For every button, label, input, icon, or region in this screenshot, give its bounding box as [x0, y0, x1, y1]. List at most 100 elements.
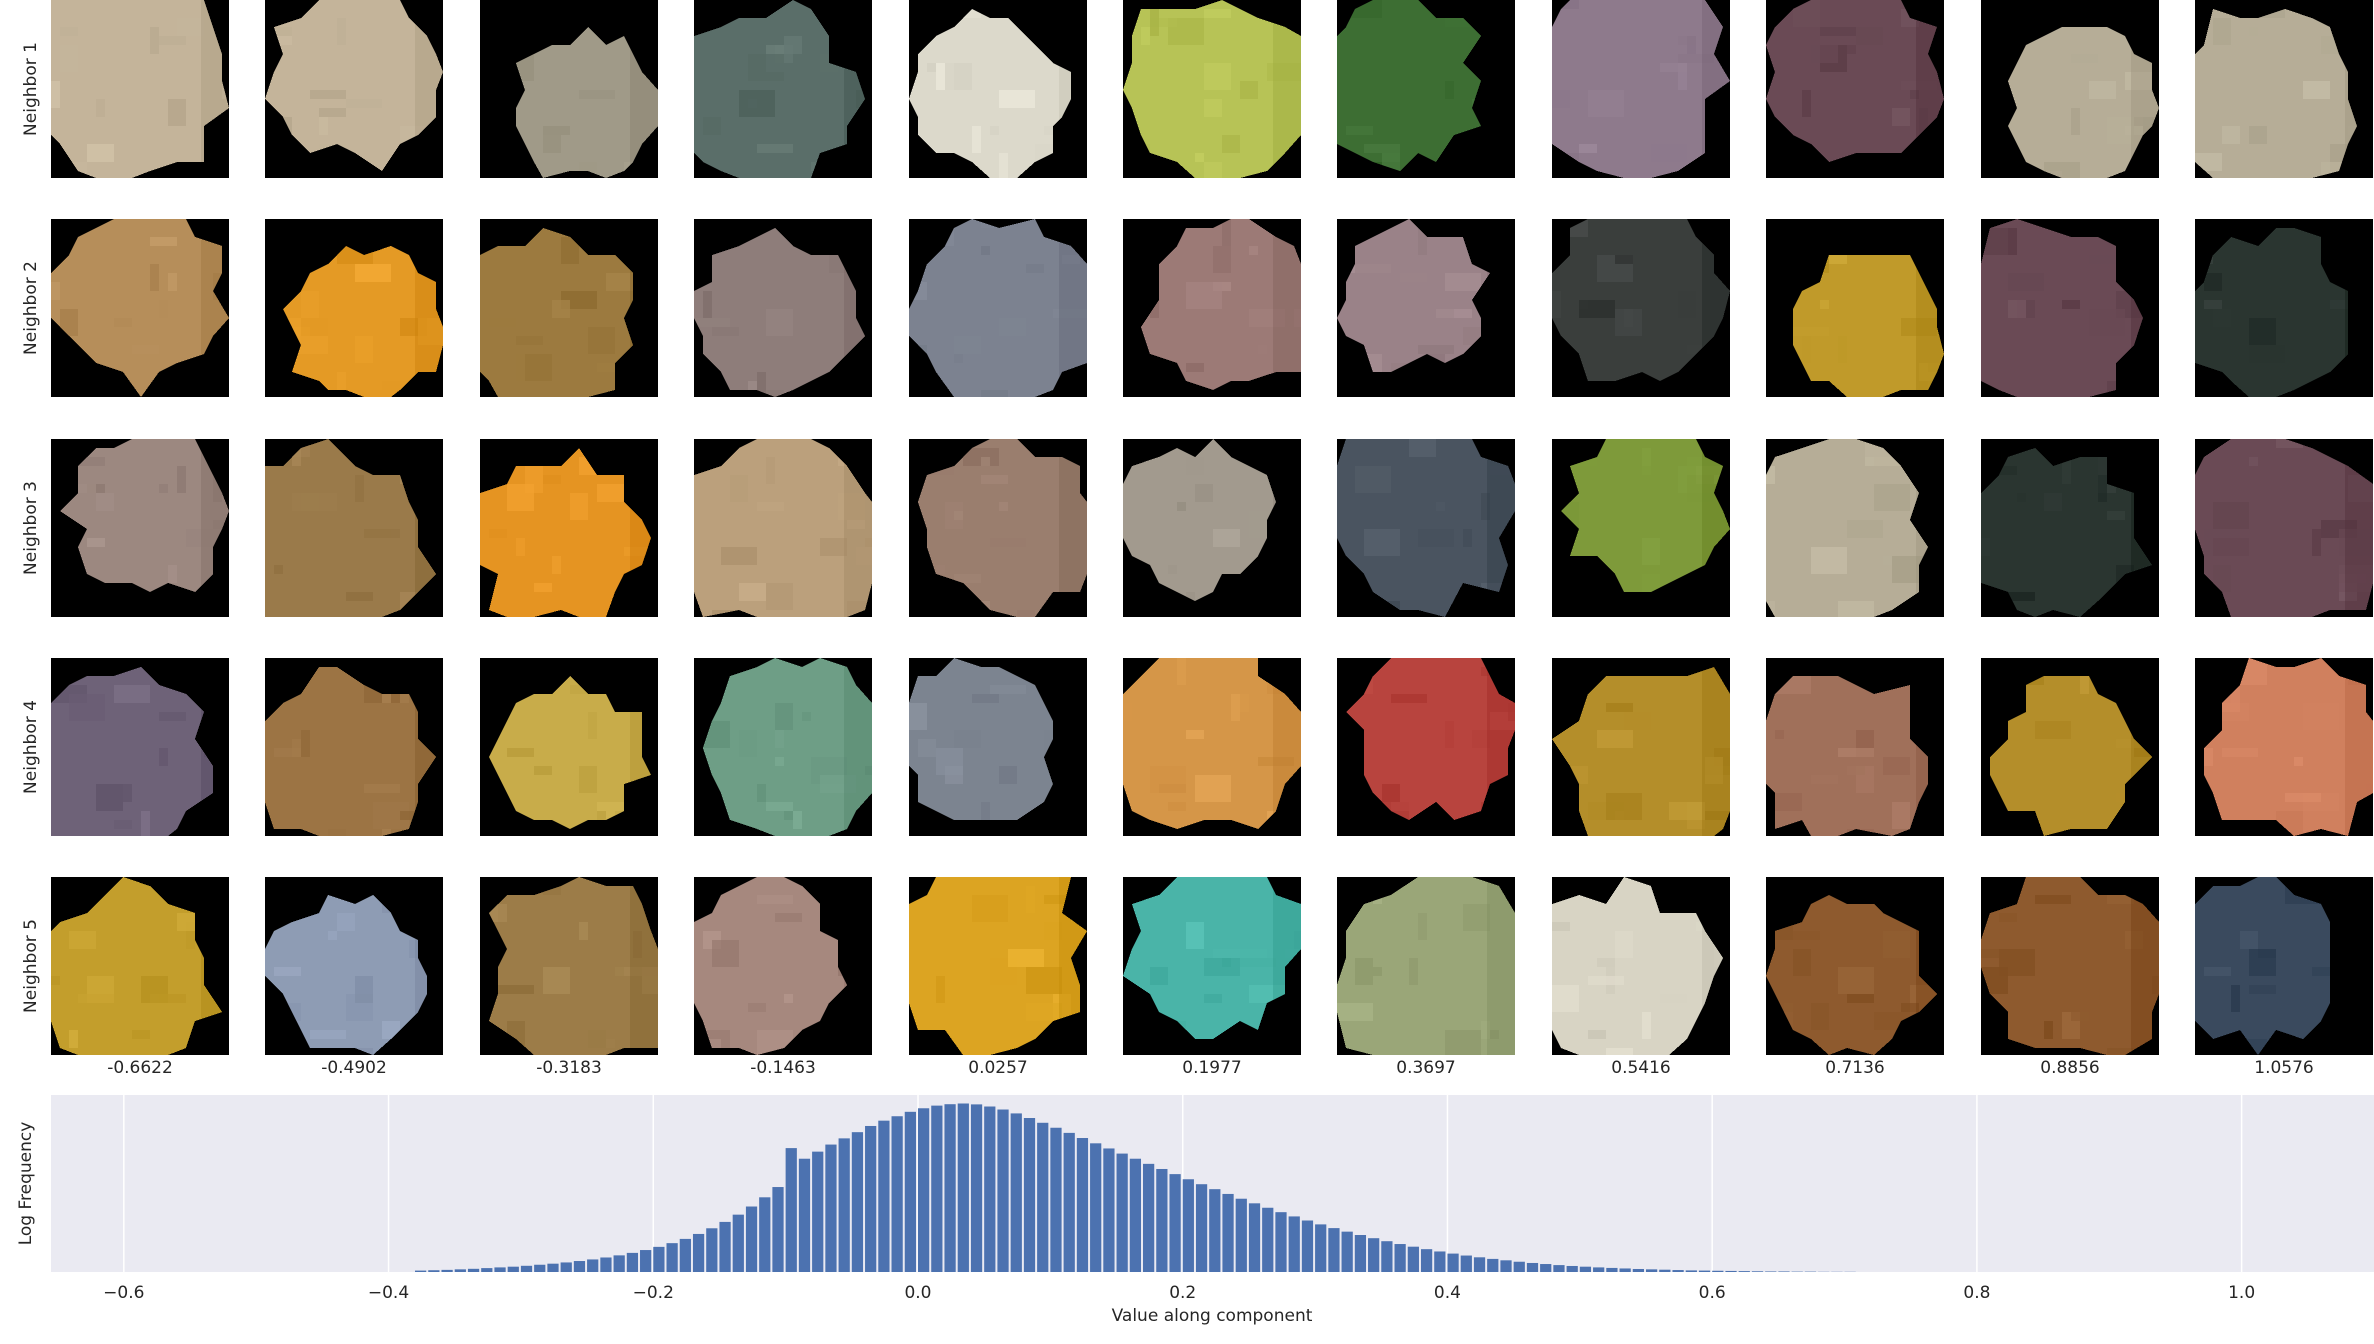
neighbor-patch [2195, 658, 2373, 836]
histogram-bar [428, 1270, 440, 1272]
x-tick-label: 0.4 [1434, 1283, 1461, 1303]
neighbor-patch [480, 439, 658, 617]
x-axis-label: Value along component [1112, 1306, 1313, 1326]
histogram-bar [891, 1116, 903, 1272]
column-value-label: 0.1977 [1182, 1058, 1242, 1078]
histogram-bar [1195, 1184, 1208, 1272]
histogram-bar [1394, 1244, 1406, 1272]
histogram-bar [1487, 1258, 1499, 1272]
column-value-label: -0.3183 [536, 1058, 602, 1078]
neighbor-patch [1337, 439, 1515, 617]
neighbor-patch [1981, 0, 2159, 178]
neighbor-patch [1766, 877, 1944, 1055]
histogram-bar [1500, 1260, 1512, 1272]
histogram-bar [944, 1104, 956, 1272]
neighbor-patch [1766, 219, 1944, 397]
histogram-bar [1301, 1220, 1314, 1272]
histogram-bar [785, 1148, 797, 1272]
histogram-bar [1169, 1174, 1181, 1272]
neighbor-patch [1981, 658, 2159, 836]
patch-region [918, 439, 1087, 617]
patch-region [1793, 255, 1944, 397]
histogram-bar [441, 1269, 453, 1272]
neighbor-patch [1552, 439, 1730, 617]
neighbor-patch [1766, 658, 1944, 836]
row-label: Neighbor 1 [21, 42, 41, 136]
neighbor-patch [2195, 877, 2373, 1055]
histogram-bar [1354, 1235, 1367, 1272]
histogram-bar [812, 1151, 824, 1272]
patch-region [1981, 877, 2159, 1055]
histogram-bar [1778, 1271, 1790, 1272]
histogram-bar [1368, 1238, 1380, 1272]
histogram-bar [1738, 1271, 1750, 1272]
patch-region [2204, 658, 2373, 836]
histogram-bar [520, 1265, 533, 1272]
patch-region [1337, 219, 1490, 372]
patch-region [265, 667, 436, 836]
x-tick-label: −0.6 [103, 1283, 144, 1303]
histogram-bar [640, 1250, 652, 1272]
x-tick-label: 0.2 [1169, 1283, 1196, 1303]
histogram-bar [1698, 1270, 1711, 1272]
histogram-bar [692, 1233, 705, 1272]
neighbor-patch [1123, 877, 1301, 1055]
neighbor-patch [51, 439, 229, 617]
histogram-bar [1540, 1264, 1552, 1272]
histogram-bar [547, 1263, 559, 1272]
neighbor-patch [694, 658, 872, 836]
histogram-bar [1751, 1271, 1764, 1272]
patch-region [1552, 667, 1730, 836]
patch-region [489, 877, 658, 1055]
column-value-label: 1.0576 [2254, 1058, 2314, 1078]
histogram-bar [467, 1268, 480, 1272]
histogram-bar [732, 1214, 744, 1272]
histogram-bar [454, 1269, 466, 1272]
histogram-bar [1143, 1163, 1155, 1272]
neighbor-patch [1552, 658, 1730, 836]
row-label: Neighbor 4 [21, 700, 41, 794]
histogram-bar [825, 1144, 837, 1272]
histogram-bar [1090, 1143, 1102, 1272]
neighbor-patch [2195, 219, 2373, 397]
column-value-label: 0.3697 [1396, 1058, 1456, 1078]
histogram-bar [1050, 1127, 1062, 1272]
histogram-bar [1381, 1241, 1393, 1272]
patch-region [909, 219, 1087, 397]
histogram-bar [719, 1221, 731, 1272]
histogram-bar [838, 1138, 850, 1272]
histogram-bar [666, 1243, 678, 1272]
neighbor-patch [1552, 0, 1730, 178]
histogram-bar [1434, 1251, 1446, 1272]
histogram-bar [1606, 1267, 1618, 1272]
row-label: Neighbor 2 [21, 261, 41, 355]
x-tick-label: −0.4 [368, 1283, 409, 1303]
patch-region [265, 895, 427, 1055]
patch-region [2195, 439, 2373, 617]
patch-region [265, 0, 443, 171]
neighbor-patch [2195, 0, 2373, 178]
histogram-bar [865, 1125, 877, 1272]
column-value-label: -0.4902 [321, 1058, 387, 1078]
histogram-bar [970, 1104, 983, 1272]
neighbor-patch [1337, 219, 1515, 397]
histogram-bar [1645, 1269, 1658, 1272]
histogram-bar [1659, 1269, 1671, 1272]
neighbor-patch [909, 658, 1087, 836]
histogram-bar [957, 1103, 969, 1272]
histogram-bar [798, 1158, 811, 1272]
histogram-bar [1023, 1118, 1036, 1272]
patch-region [1123, 439, 1276, 601]
histogram-bar [1579, 1266, 1592, 1272]
x-tick-label: 0.6 [1699, 1283, 1726, 1303]
histogram-bar [917, 1108, 930, 1272]
histogram-bar [1566, 1265, 1578, 1272]
histogram-bar [1156, 1168, 1168, 1272]
column-value-label: 0.7136 [1825, 1058, 1885, 1078]
neighbor-patch [265, 658, 443, 836]
x-tick-label: 1.0 [2228, 1283, 2255, 1303]
histogram-bar [679, 1238, 691, 1272]
patch-region [51, 219, 229, 397]
histogram-bar [1685, 1270, 1697, 1272]
neighbor-patch [265, 877, 443, 1055]
